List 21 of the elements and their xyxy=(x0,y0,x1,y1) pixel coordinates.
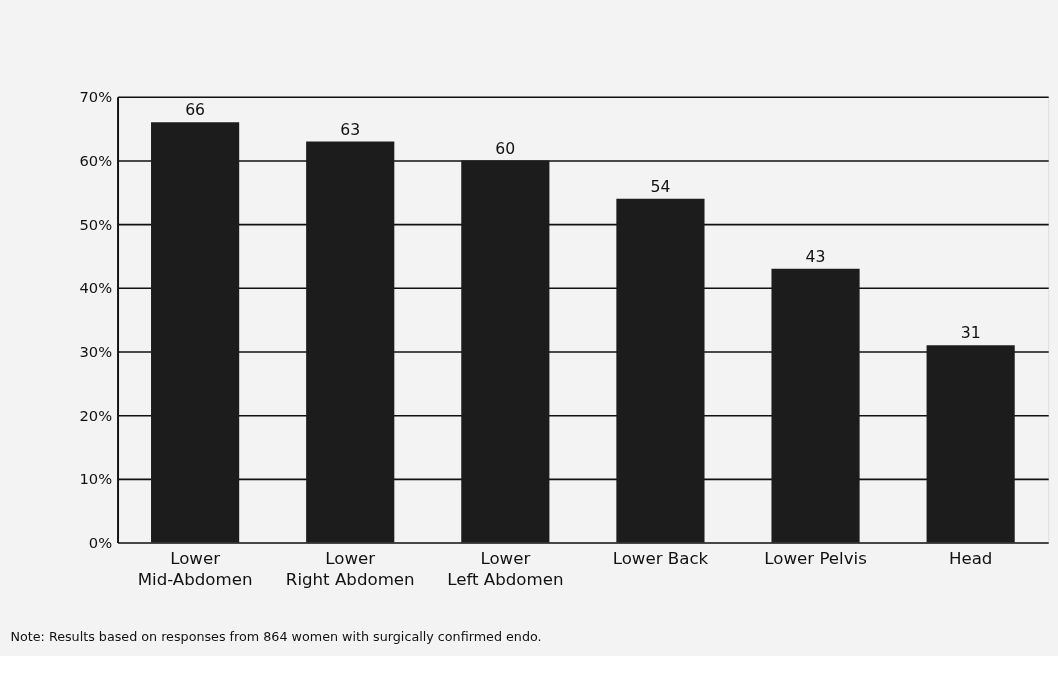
data-label: 63 xyxy=(340,119,361,139)
data-label: 31 xyxy=(960,323,981,343)
x-tick-label: Lower Pelvis xyxy=(764,548,867,568)
text: Note: Results based on responses from 864 women with surgically confirmed endo. xyxy=(10,629,542,645)
y-tick-label: 50% xyxy=(79,215,113,233)
x-tick-label: Lower Right Abdomen xyxy=(285,548,415,590)
y-tick-label: 70% xyxy=(79,88,113,106)
x-tick-label: Lower Left Abdomen xyxy=(447,548,564,590)
data-label: 60 xyxy=(495,138,516,158)
data-label: 66 xyxy=(185,100,206,120)
y-tick-label: 30% xyxy=(79,342,113,360)
y-tick-label: 60% xyxy=(79,151,113,169)
y-tick-label: 20% xyxy=(79,406,113,424)
x-tick-label: Lower Back xyxy=(612,548,709,568)
y-tick-label: 0% xyxy=(88,533,113,551)
x-tick-label: Head xyxy=(948,548,993,568)
x-tick-label: Lower Mid-Abdomen xyxy=(137,548,253,590)
y-tick-label: 40% xyxy=(79,279,113,297)
data-label: 43 xyxy=(805,246,826,266)
data-label: 54 xyxy=(650,176,671,196)
y-tick-label: 10% xyxy=(79,470,113,488)
